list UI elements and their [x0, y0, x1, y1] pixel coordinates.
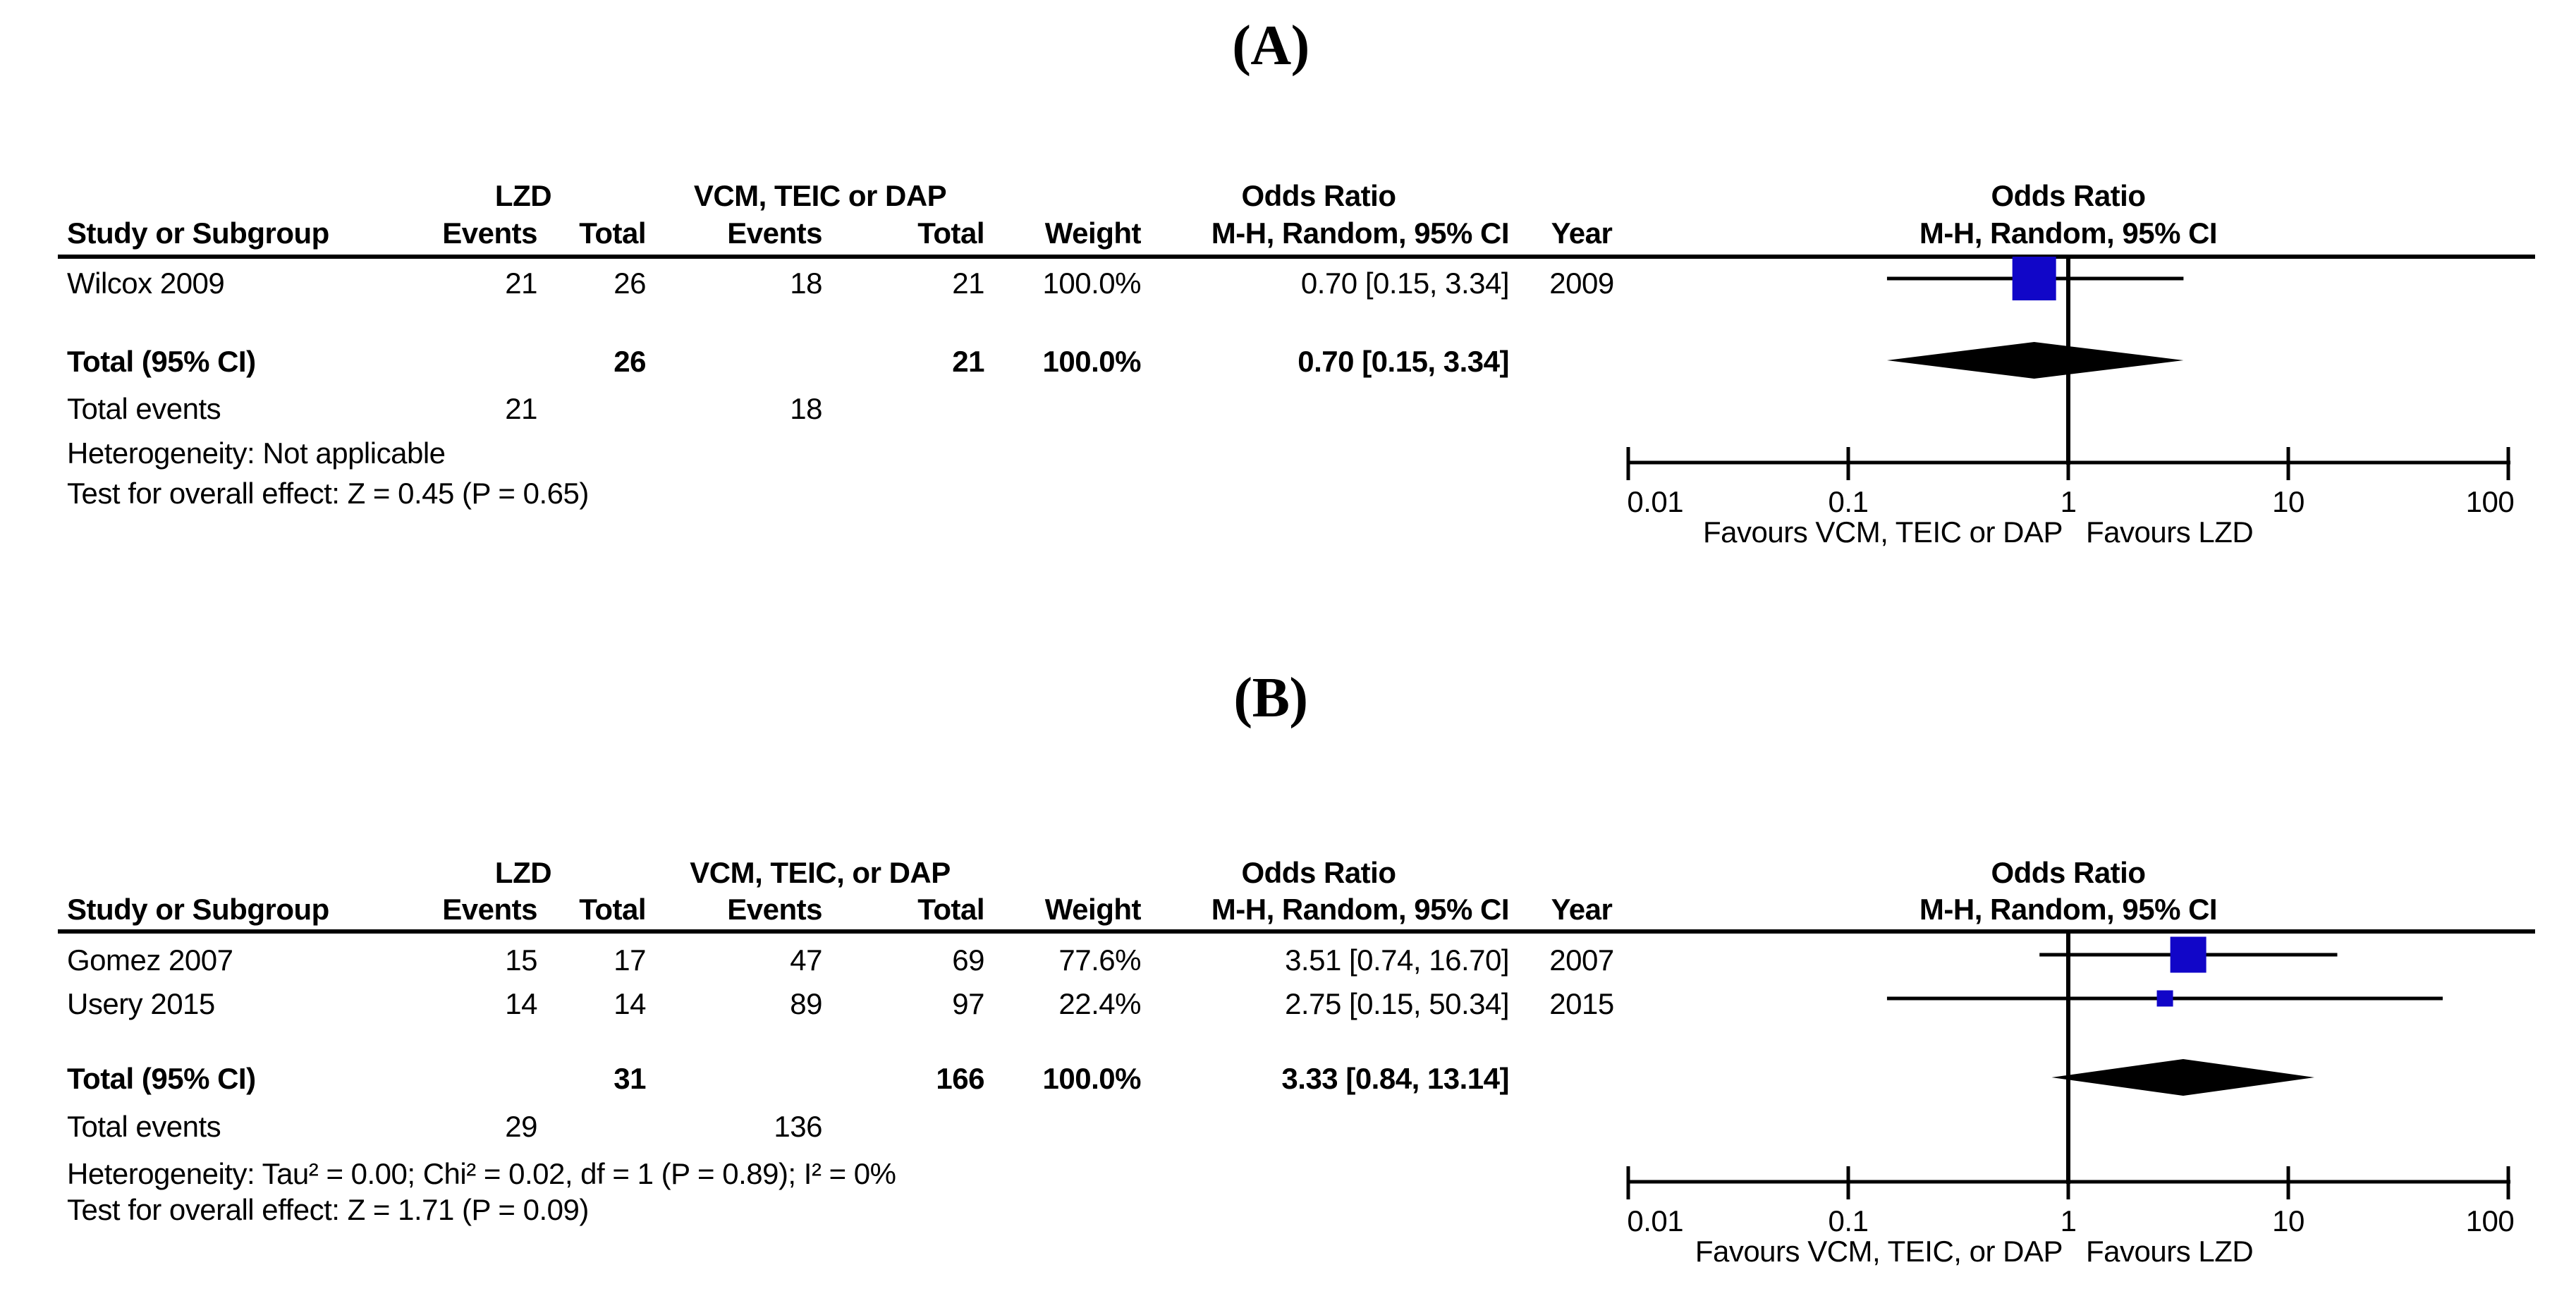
col-header-year: Year: [1551, 893, 1613, 926]
favours-right-label: Favours LZD: [2086, 1235, 2254, 1268]
col-header-weight: Weight: [1044, 216, 1142, 250]
events2-value: 47: [790, 943, 822, 977]
col-header-events2: Events: [727, 216, 822, 250]
panel-label: (B): [1233, 667, 1308, 729]
study-label: Usery 2015: [67, 987, 215, 1020]
col-header-total1: Total: [579, 893, 646, 926]
heterogeneity-text: Heterogeneity: Not applicable: [67, 436, 446, 470]
events2-value: 89: [790, 987, 822, 1020]
total2-value: 97: [952, 987, 984, 1020]
total2-value: 69: [952, 943, 984, 977]
plot-subtitle: M-H, Random, 95% CI: [1919, 893, 2218, 926]
study-label: Gomez 2007: [67, 943, 233, 977]
events1-value: 14: [505, 987, 537, 1020]
control-group-header: VCM, TEIC, or DAP: [690, 856, 951, 889]
tick-label: 10: [2272, 485, 2305, 518]
effect-square: [2012, 257, 2056, 300]
total-events1-value: 29: [505, 1110, 537, 1143]
summary-diamond: [2051, 1059, 2315, 1096]
total1-value: 26: [614, 267, 646, 300]
tick-label: 1: [2060, 1204, 2077, 1237]
treatment-group-header: LZD: [494, 856, 552, 889]
weight-value: 77.6%: [1058, 943, 1141, 977]
year-value: 2009: [1549, 267, 1614, 300]
total-events-label: Total events: [67, 392, 221, 425]
weight-value: 22.4%: [1058, 987, 1141, 1020]
effect-square: [2156, 990, 2173, 1007]
total-total2-value: 166: [936, 1062, 984, 1095]
tick-label: 1: [2060, 485, 2077, 518]
plot-subtitle: M-H, Random, 95% CI: [1919, 216, 2218, 250]
summary-diamond: [1886, 342, 2184, 379]
favours-left-label: Favours VCM, TEIC or DAP: [1702, 515, 2063, 549]
tick-label: 0.1: [1828, 1204, 1869, 1237]
total-or-ci-value: 0.70 [0.15, 3.34]: [1298, 345, 1509, 378]
overall-effect-text: Test for overall effect: Z = 0.45 (P = 0…: [67, 477, 589, 510]
total-total2-value: 21: [952, 345, 984, 378]
or-ci-value: 2.75 [0.15, 50.34]: [1285, 987, 1509, 1020]
year-value: 2015: [1549, 987, 1614, 1020]
total-or-ci-value: 3.33 [0.84, 13.14]: [1281, 1062, 1509, 1095]
events1-value: 15: [505, 943, 537, 977]
col-header-or-ci: M-H, Random, 95% CI: [1211, 216, 1510, 250]
treatment-group-header: LZD: [494, 179, 552, 212]
tick-label: 0.01: [1627, 485, 1684, 518]
col-header-year: Year: [1551, 216, 1613, 250]
total-events2-value: 136: [774, 1110, 822, 1143]
total-total1-value: 31: [614, 1062, 646, 1095]
events1-value: 21: [505, 267, 537, 300]
overall-effect-text: Test for overall effect: Z = 1.71 (P = 0…: [67, 1193, 589, 1226]
total1-value: 14: [614, 987, 646, 1020]
col-header-events2: Events: [727, 893, 822, 926]
or-ci-value: 3.51 [0.74, 16.70]: [1285, 943, 1509, 977]
events2-value: 18: [790, 267, 822, 300]
total-total1-value: 26: [614, 345, 646, 378]
total-events-label: Total events: [67, 1110, 221, 1143]
or-column-title: Odds Ratio: [1241, 179, 1396, 212]
col-header-study: Study or Subgroup: [67, 216, 329, 250]
favours-right-label: Favours LZD: [2086, 515, 2254, 549]
col-header-events1: Events: [442, 893, 537, 926]
weight-value: 100.0%: [1042, 267, 1142, 300]
tick-label: 0.1: [1828, 485, 1869, 518]
total-events1-value: 21: [505, 392, 537, 425]
col-header-weight: Weight: [1044, 893, 1142, 926]
total1-value: 17: [614, 943, 646, 977]
col-header-total2: Total: [917, 893, 984, 926]
effect-square: [2170, 936, 2206, 973]
total-events2-value: 18: [790, 392, 822, 425]
tick-label: 100: [2465, 1204, 2515, 1237]
plot-title: Odds Ratio: [1991, 856, 2146, 889]
year-value: 2007: [1549, 943, 1614, 977]
tick-label: 10: [2272, 1204, 2305, 1237]
total-weight-value: 100.0%: [1042, 345, 1142, 378]
col-header-events1: Events: [442, 216, 537, 250]
plot-title: Odds Ratio: [1991, 179, 2146, 212]
col-header-or-ci: M-H, Random, 95% CI: [1211, 893, 1510, 926]
col-header-study: Study or Subgroup: [67, 893, 329, 926]
or-ci-value: 0.70 [0.15, 3.34]: [1300, 267, 1510, 300]
study-label: Wilcox 2009: [67, 267, 225, 300]
total-label: Total (95% CI): [67, 1062, 256, 1095]
heterogeneity-text: Heterogeneity: Tau² = 0.00; Chi² = 0.02,…: [67, 1157, 896, 1190]
panel-label: (A): [1232, 15, 1310, 77]
tick-label: 0.01: [1627, 1204, 1684, 1237]
total2-value: 21: [952, 267, 984, 300]
control-group-header: VCM, TEIC or DAP: [693, 179, 947, 212]
col-header-total2: Total: [917, 216, 984, 250]
total-label: Total (95% CI): [67, 345, 256, 378]
favours-left-label: Favours VCM, TEIC, or DAP: [1695, 1235, 2063, 1268]
total-weight-value: 100.0%: [1042, 1062, 1142, 1095]
tick-label: 100: [2465, 485, 2515, 518]
col-header-total1: Total: [579, 216, 646, 250]
or-column-title: Odds Ratio: [1241, 856, 1396, 889]
